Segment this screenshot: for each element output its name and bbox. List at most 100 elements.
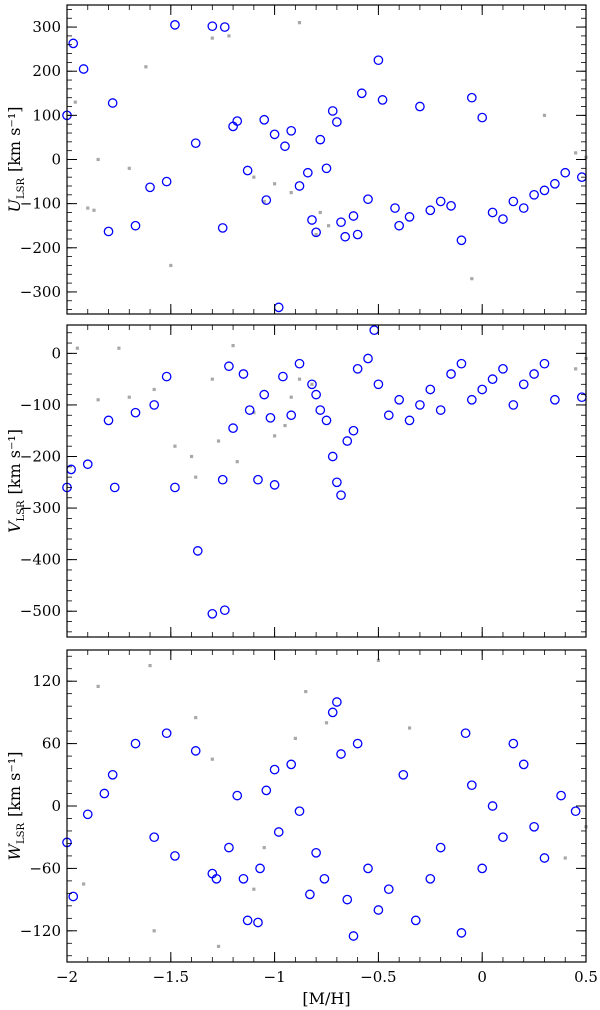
star-point bbox=[498, 363, 508, 374]
star-point bbox=[425, 873, 436, 884]
star-point bbox=[539, 853, 550, 863]
star-point bbox=[103, 415, 114, 426]
star-point bbox=[161, 728, 172, 739]
metal-poor-point bbox=[117, 346, 121, 350]
star-point bbox=[255, 863, 265, 874]
metal-poor-point bbox=[310, 382, 314, 386]
star-point bbox=[269, 480, 280, 490]
y-tick-label: −300 bbox=[20, 283, 61, 301]
star-point bbox=[253, 474, 263, 485]
plot-frame bbox=[66, 324, 587, 638]
metal-poor-point bbox=[210, 36, 214, 40]
star-point bbox=[238, 873, 249, 884]
metal-poor-point bbox=[252, 411, 256, 415]
star-point bbox=[228, 423, 238, 433]
plot-frame bbox=[66, 649, 587, 963]
star-point bbox=[332, 697, 342, 707]
star-point bbox=[242, 915, 253, 926]
star-point bbox=[217, 223, 228, 233]
star-point bbox=[259, 114, 270, 125]
star-point bbox=[336, 749, 346, 759]
star-point bbox=[253, 917, 263, 928]
x-tick-label: 0.5 bbox=[574, 968, 598, 986]
metal-poor-point bbox=[297, 377, 302, 381]
star-point bbox=[460, 728, 471, 739]
y-tick-label: 120 bbox=[32, 672, 61, 690]
y-tick-label: −120 bbox=[20, 922, 61, 940]
x-tick-label: 0 bbox=[477, 968, 487, 986]
star-point bbox=[560, 167, 571, 178]
metal-poor-point bbox=[283, 423, 287, 428]
star-point bbox=[107, 769, 118, 780]
metal-poor-point bbox=[376, 658, 380, 662]
metal-poor-point bbox=[189, 454, 194, 459]
metal-poor-point bbox=[86, 206, 90, 210]
star-point bbox=[190, 746, 201, 756]
star-point bbox=[383, 884, 394, 895]
star-point bbox=[286, 125, 297, 136]
star-point bbox=[259, 389, 270, 400]
star-point bbox=[352, 363, 363, 374]
star-point bbox=[398, 769, 409, 780]
metal-poor-point bbox=[144, 65, 148, 69]
star-point bbox=[363, 194, 373, 205]
star-point bbox=[390, 203, 400, 213]
star-point bbox=[435, 405, 446, 415]
star-point bbox=[446, 201, 456, 211]
star-point bbox=[265, 412, 276, 423]
star-point bbox=[404, 212, 415, 222]
star-point bbox=[487, 801, 498, 811]
star-point bbox=[352, 738, 363, 749]
star-point bbox=[82, 459, 93, 470]
y-tick-label: 0 bbox=[51, 151, 61, 169]
y-tick-label: 100 bbox=[32, 106, 61, 124]
metal-poor-point bbox=[169, 263, 173, 268]
metal-poor-point bbox=[297, 21, 302, 25]
metal-poor-point bbox=[252, 887, 256, 891]
metal-poor-point bbox=[304, 690, 308, 694]
star-point bbox=[170, 851, 180, 861]
star-point bbox=[498, 214, 508, 224]
y-axis-title: ULSR[km s⁻¹] bbox=[5, 106, 27, 212]
star-point bbox=[518, 379, 529, 390]
star-point bbox=[539, 358, 550, 369]
star-point bbox=[294, 181, 305, 191]
metal-poor-point bbox=[148, 664, 152, 668]
star-point bbox=[305, 889, 315, 900]
star-point bbox=[82, 809, 93, 820]
star-point bbox=[369, 325, 380, 336]
y-axis-title: WLSR[km s⁻¹] bbox=[5, 752, 27, 861]
y-tick-label: 60 bbox=[42, 735, 61, 753]
metal-poor-point bbox=[262, 199, 266, 204]
star-point bbox=[466, 780, 477, 791]
metal-poor-point bbox=[210, 377, 214, 381]
y-tick-label: −200 bbox=[20, 239, 61, 257]
star-point bbox=[425, 384, 436, 395]
star-point bbox=[487, 374, 498, 384]
metal-poor-point bbox=[210, 757, 214, 761]
star-point bbox=[332, 117, 342, 127]
x-tick-label: −2 bbox=[56, 968, 78, 986]
metal-poor-point bbox=[194, 716, 198, 720]
star-point bbox=[280, 141, 290, 152]
star-point bbox=[383, 410, 394, 421]
metal-poor-point bbox=[152, 929, 156, 933]
star-point bbox=[269, 129, 280, 140]
star-point bbox=[99, 788, 110, 799]
star-point bbox=[224, 842, 234, 853]
metal-poor-point bbox=[273, 434, 277, 438]
star-point bbox=[508, 196, 519, 207]
metal-poor-point bbox=[127, 395, 131, 399]
star-point bbox=[508, 400, 519, 410]
star-point bbox=[373, 55, 384, 66]
y-tick-label: 200 bbox=[32, 62, 61, 80]
star-point bbox=[410, 915, 421, 926]
metal-poor-point bbox=[73, 100, 77, 104]
star-point bbox=[340, 231, 351, 242]
y-tick-label: 300 bbox=[32, 18, 61, 36]
panel-u-lsr: −300 −200 −100 0 100 200 300 ULSR[km s⁻¹] bbox=[5, 4, 588, 315]
star-point bbox=[327, 707, 338, 718]
star-point bbox=[145, 182, 155, 193]
star-point bbox=[219, 22, 230, 32]
y-tick-label: −100 bbox=[20, 195, 61, 213]
